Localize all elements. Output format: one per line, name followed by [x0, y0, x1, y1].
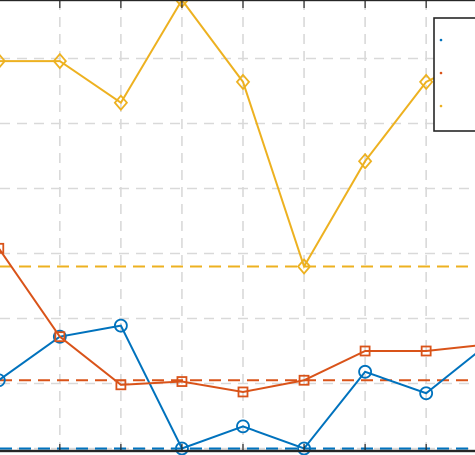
data-point-square — [176, 376, 188, 387]
data-point-circle — [0, 373, 6, 388]
legend-box — [433, 17, 475, 132]
data-point-diamond — [52, 52, 68, 70]
data-point-circle — [358, 364, 373, 379]
series-line — [0, 324, 475, 450]
data-point-diamond — [357, 152, 373, 170]
x-axis-ticks — [59, 1, 427, 451]
data-point-circle — [52, 329, 67, 344]
data-point-diamond — [0, 54, 6, 69]
data-point-diamond — [113, 94, 129, 112]
series-square — [0, 242, 475, 398]
data-point-square — [54, 331, 66, 343]
series-diamond — [0, 0, 475, 275]
legend — [433, 17, 475, 132]
data-point-square — [359, 345, 371, 357]
data-point-diamond — [296, 258, 312, 275]
data-point-square — [237, 386, 249, 398]
data-point-circle — [113, 318, 128, 333]
data-point-circle — [236, 419, 250, 434]
data-point-diamond — [235, 73, 251, 91]
data-point-square — [115, 379, 127, 391]
data-point-circle — [419, 386, 434, 401]
legend-swatch — [439, 104, 443, 108]
legend-swatch — [439, 38, 443, 42]
data-point-square — [0, 242, 5, 254]
series-line — [0, 248, 475, 393]
series-circle — [0, 318, 475, 455]
data-point-diamond — [418, 73, 434, 91]
legend-swatch — [439, 71, 443, 75]
reference-lines — [0, 265, 475, 450]
series-line — [0, 0, 475, 269]
data-point-square — [298, 374, 310, 386]
data-point-square — [420, 345, 432, 357]
